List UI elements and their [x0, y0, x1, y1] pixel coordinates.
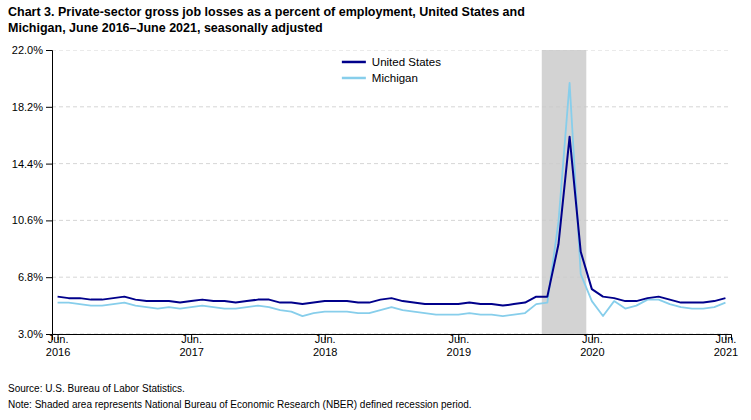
- legend-label: Michigan: [372, 72, 418, 84]
- series-line: [58, 83, 726, 316]
- legend: United States Michigan: [342, 56, 441, 84]
- x-tick: Jun.2021: [714, 333, 738, 358]
- y-tick-label: 10.6%: [12, 214, 43, 226]
- legend-label: United States: [372, 56, 441, 68]
- y-tick: 6.8%: [18, 271, 52, 283]
- y-tick-label: 22.0%: [12, 44, 43, 56]
- y-tick-label: 14.4%: [12, 158, 43, 170]
- x-tick: Jun.2018: [313, 333, 337, 358]
- grid-line: [52, 50, 731, 51]
- data-layer: [52, 50, 731, 334]
- x-axis: Jun.2016 Jun.2017 Jun.2018 Jun.2019 Jun.2020…: [46, 333, 738, 358]
- legend-item: United States: [342, 56, 441, 68]
- legend-swatch: [342, 61, 366, 64]
- x-tick: Jun.2019: [447, 333, 471, 358]
- x-tick: Jun.2016: [46, 333, 70, 358]
- y-tick-mark: [46, 50, 52, 51]
- grid-line: [52, 220, 731, 221]
- chart: Chart 3. Private-sector gross job losses…: [0, 0, 751, 420]
- y-tick: 22.0%: [12, 44, 52, 56]
- x-axis-line: [53, 335, 732, 341]
- x-tick: Jun.2017: [179, 333, 203, 358]
- x-tick-label: Jun.2021: [714, 333, 738, 358]
- y-tick: 18.2%: [12, 101, 52, 113]
- x-tick: Jun.2020: [580, 333, 604, 358]
- y-tick-mark: [46, 107, 52, 108]
- x-tick-label: Jun.2019: [447, 333, 471, 358]
- series-line: [58, 137, 726, 306]
- x-tick-label: Jun.2017: [179, 333, 203, 358]
- annotation: Note: Shaded area represents National Bu…: [8, 399, 472, 410]
- grid-line: [52, 277, 731, 278]
- y-tick: 14.4%: [12, 158, 52, 170]
- x-tick-label: Jun.2020: [580, 333, 604, 358]
- x-tick-label: Jun.2016: [46, 333, 70, 358]
- y-tick-mark: [46, 220, 52, 221]
- y-tick-mark: [46, 277, 52, 278]
- y-tick-mark: [46, 164, 52, 165]
- annotation: Source: U.S. Bureau of Labor Statistics.: [8, 383, 185, 394]
- x-tick-label: Jun.2018: [313, 333, 337, 358]
- y-axis-line: [46, 51, 53, 335]
- grid: [52, 50, 731, 334]
- y-tick: 10.6%: [12, 214, 52, 226]
- grid-line: [52, 334, 731, 335]
- y-tick-label: 3.0%: [18, 328, 43, 340]
- y-tick-label: 6.8%: [18, 271, 43, 283]
- legend-swatch: [342, 77, 366, 80]
- y-axis: 3.0% 6.8% 10.6% 14.4% 18.2% 22.0%: [12, 44, 53, 340]
- y-tick-label: 18.2%: [12, 101, 43, 113]
- plot: 3.0%6.8%10.6%14.4%18.2%22.0%Jun.2016Jun.…: [12, 44, 738, 358]
- grid-line: [52, 163, 731, 164]
- title: Chart 3. Private-sector gross job losses…: [8, 5, 525, 35]
- grid-line: [52, 106, 731, 107]
- legend-item: Michigan: [342, 72, 418, 84]
